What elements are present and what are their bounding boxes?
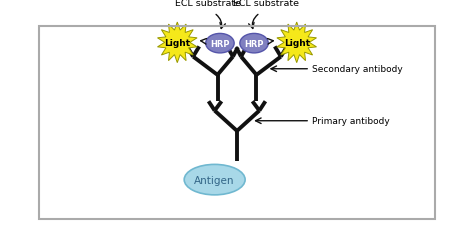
Text: Secondary antibody: Secondary antibody (312, 65, 403, 74)
Text: Light: Light (164, 39, 191, 48)
Ellipse shape (206, 34, 234, 54)
Text: Light: Light (283, 39, 310, 48)
Text: ECL substrate: ECL substrate (175, 0, 241, 8)
Text: HRP: HRP (244, 39, 264, 48)
Ellipse shape (240, 34, 268, 54)
Text: Antigen: Antigen (194, 175, 235, 185)
Polygon shape (157, 23, 197, 63)
Text: Primary antibody: Primary antibody (312, 117, 390, 126)
Polygon shape (277, 23, 317, 63)
Ellipse shape (184, 165, 245, 195)
Text: ECL substrate: ECL substrate (233, 0, 299, 8)
Text: HRP: HRP (210, 39, 230, 48)
